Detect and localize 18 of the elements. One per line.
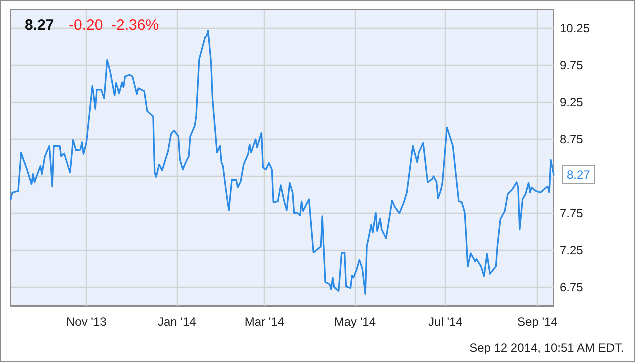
text: -0.20 -2.36% <box>69 17 160 34</box>
x-tick-label: Jul '14 <box>428 315 464 329</box>
x-tick-label: Mar '14 <box>244 315 285 329</box>
y-tick-label: 9.75 <box>560 58 584 72</box>
x-tick-label: Nov '13 <box>66 315 108 329</box>
y-tick-label: 9.25 <box>560 96 584 110</box>
x-tick-label: Jan '14 <box>158 315 197 329</box>
annotation: 8.27 <box>567 168 591 182</box>
y-tick-label: 6.75 <box>560 280 584 294</box>
x-tick-label: May '14 <box>334 315 376 329</box>
text: Sep 12 2014, 10:51 AM EDT. <box>470 341 624 355</box>
y-tick-label: 7.75 <box>560 206 584 220</box>
y-tick-label: 7.25 <box>560 244 584 258</box>
y-tick-label: 8.75 <box>560 132 584 146</box>
text: 8.27 <box>25 17 54 34</box>
line-series <box>10 30 555 295</box>
x-tick-label: Sep '14 <box>518 315 558 329</box>
y-tick-label: 10.25 <box>560 22 590 36</box>
